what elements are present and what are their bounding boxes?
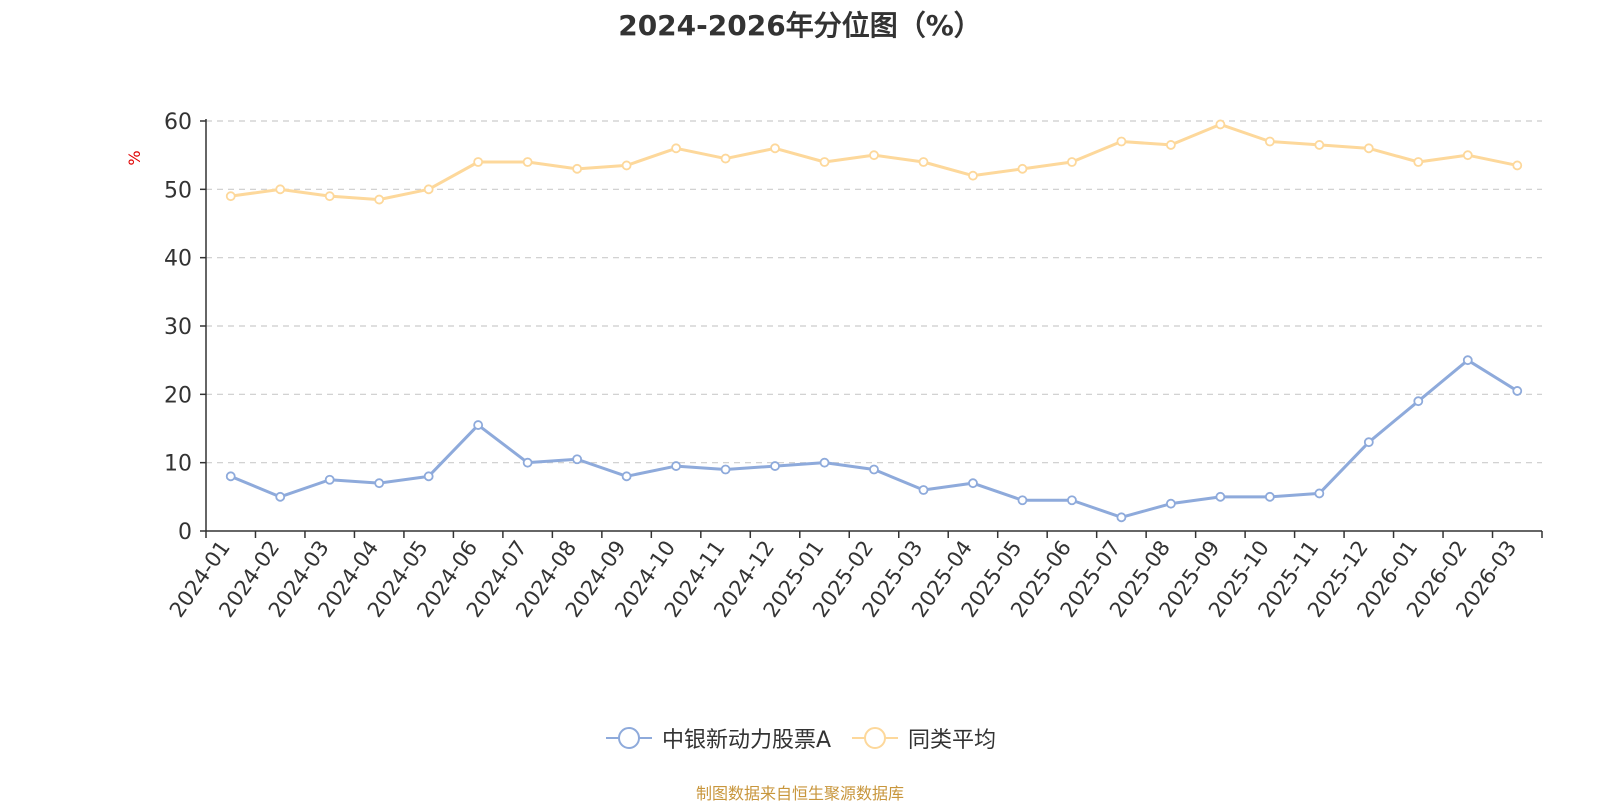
series-lines <box>225 119 1523 523</box>
legend: 中银新动力股票A 同类平均 <box>0 722 1600 756</box>
data-point-series-2 <box>1116 136 1127 147</box>
y-tick-label: 60 <box>164 110 192 135</box>
data-point-series-1 <box>374 478 385 489</box>
data-point-series-2 <box>819 157 830 167</box>
data-point-series-2 <box>473 157 484 167</box>
y-tick-label: 30 <box>164 315 192 340</box>
data-point-series-2 <box>869 150 879 161</box>
data-point-series-1 <box>1067 495 1077 506</box>
data-point-series-1 <box>869 464 879 475</box>
series-line-1 <box>230 358 1519 519</box>
series-line-2 <box>230 122 1518 202</box>
data-point-series-1 <box>1264 491 1275 502</box>
y-tick-label: 50 <box>164 178 192 203</box>
data-point-series-2 <box>1264 136 1275 147</box>
data-point-series-2 <box>572 163 583 174</box>
data-point-series-2 <box>225 191 236 202</box>
y-tick-label: 0 <box>178 520 192 545</box>
data-point-series-2 <box>522 157 533 167</box>
data-point-series-2 <box>1413 157 1424 167</box>
data-point-series-2 <box>1314 140 1325 150</box>
data-point-series-1 <box>1017 495 1028 506</box>
axes: 01020304050602024-012024-022024-032024-0… <box>164 110 1543 622</box>
data-point-series-1 <box>770 461 780 471</box>
legend-label-series-2: 同类平均 <box>908 728 997 753</box>
data-point-series-2 <box>968 170 978 181</box>
data-point-series-2 <box>1165 140 1176 150</box>
data-point-series-2 <box>423 184 434 195</box>
data-point-series-2 <box>324 191 335 202</box>
grid-lines <box>206 120 1542 464</box>
data-point-series-1 <box>1363 437 1374 448</box>
data-point-series-1 <box>968 478 978 489</box>
data-point-series-2 <box>374 194 385 205</box>
data-point-series-1 <box>671 461 681 471</box>
data-point-series-1 <box>522 457 533 468</box>
legend-marker-series-1-icon <box>605 727 652 749</box>
legend-label-series-1: 中银新动力股票A <box>661 728 832 753</box>
data-point-series-2 <box>770 143 780 154</box>
data-point-series-1 <box>621 471 632 482</box>
legend-item-series-1[interactable]: 中银新动力股票A <box>604 722 831 754</box>
data-point-series-1 <box>819 457 830 468</box>
data-point-series-1 <box>275 491 286 502</box>
data-point-series-1 <box>324 474 335 485</box>
data-point-series-1 <box>473 420 484 430</box>
data-point-series-1 <box>1512 386 1523 396</box>
data-point-series-2 <box>1215 119 1226 130</box>
legend-marker-series-2-icon <box>852 727 899 749</box>
data-point-series-2 <box>671 143 681 154</box>
y-tick-label: 40 <box>164 247 192 272</box>
data-point-series-1 <box>1165 498 1176 509</box>
data-point-series-2 <box>1363 143 1374 154</box>
data-point-series-1 <box>1215 491 1226 502</box>
y-tick-label: 10 <box>164 452 192 477</box>
data-point-series-1 <box>1462 355 1473 366</box>
y-axis-unit-label: % <box>125 150 144 165</box>
chart-title: 2024-2026年分位图（%） <box>618 9 982 42</box>
data-point-series-1 <box>918 485 929 495</box>
legend-item-series-2[interactable]: 同类平均 <box>850 722 996 754</box>
data-point-series-1 <box>1314 488 1325 499</box>
data-point-series-2 <box>720 153 731 164</box>
data-point-series-1 <box>225 471 236 482</box>
source-note: 制图数据来自恒生聚源数据库 <box>695 784 904 803</box>
data-point-series-1 <box>1413 396 1424 407</box>
data-point-series-2 <box>1462 150 1473 161</box>
data-point-series-2 <box>1512 160 1523 171</box>
data-point-series-2 <box>275 184 286 195</box>
data-point-series-1 <box>572 454 583 465</box>
data-point-series-1 <box>720 464 731 475</box>
data-point-series-2 <box>918 157 929 167</box>
data-point-series-1 <box>423 471 434 482</box>
y-tick-label: 20 <box>164 383 192 408</box>
data-point-series-2 <box>1017 163 1028 174</box>
data-point-series-1 <box>1116 512 1127 523</box>
data-point-series-2 <box>621 160 632 171</box>
data-point-series-2 <box>1067 157 1077 167</box>
